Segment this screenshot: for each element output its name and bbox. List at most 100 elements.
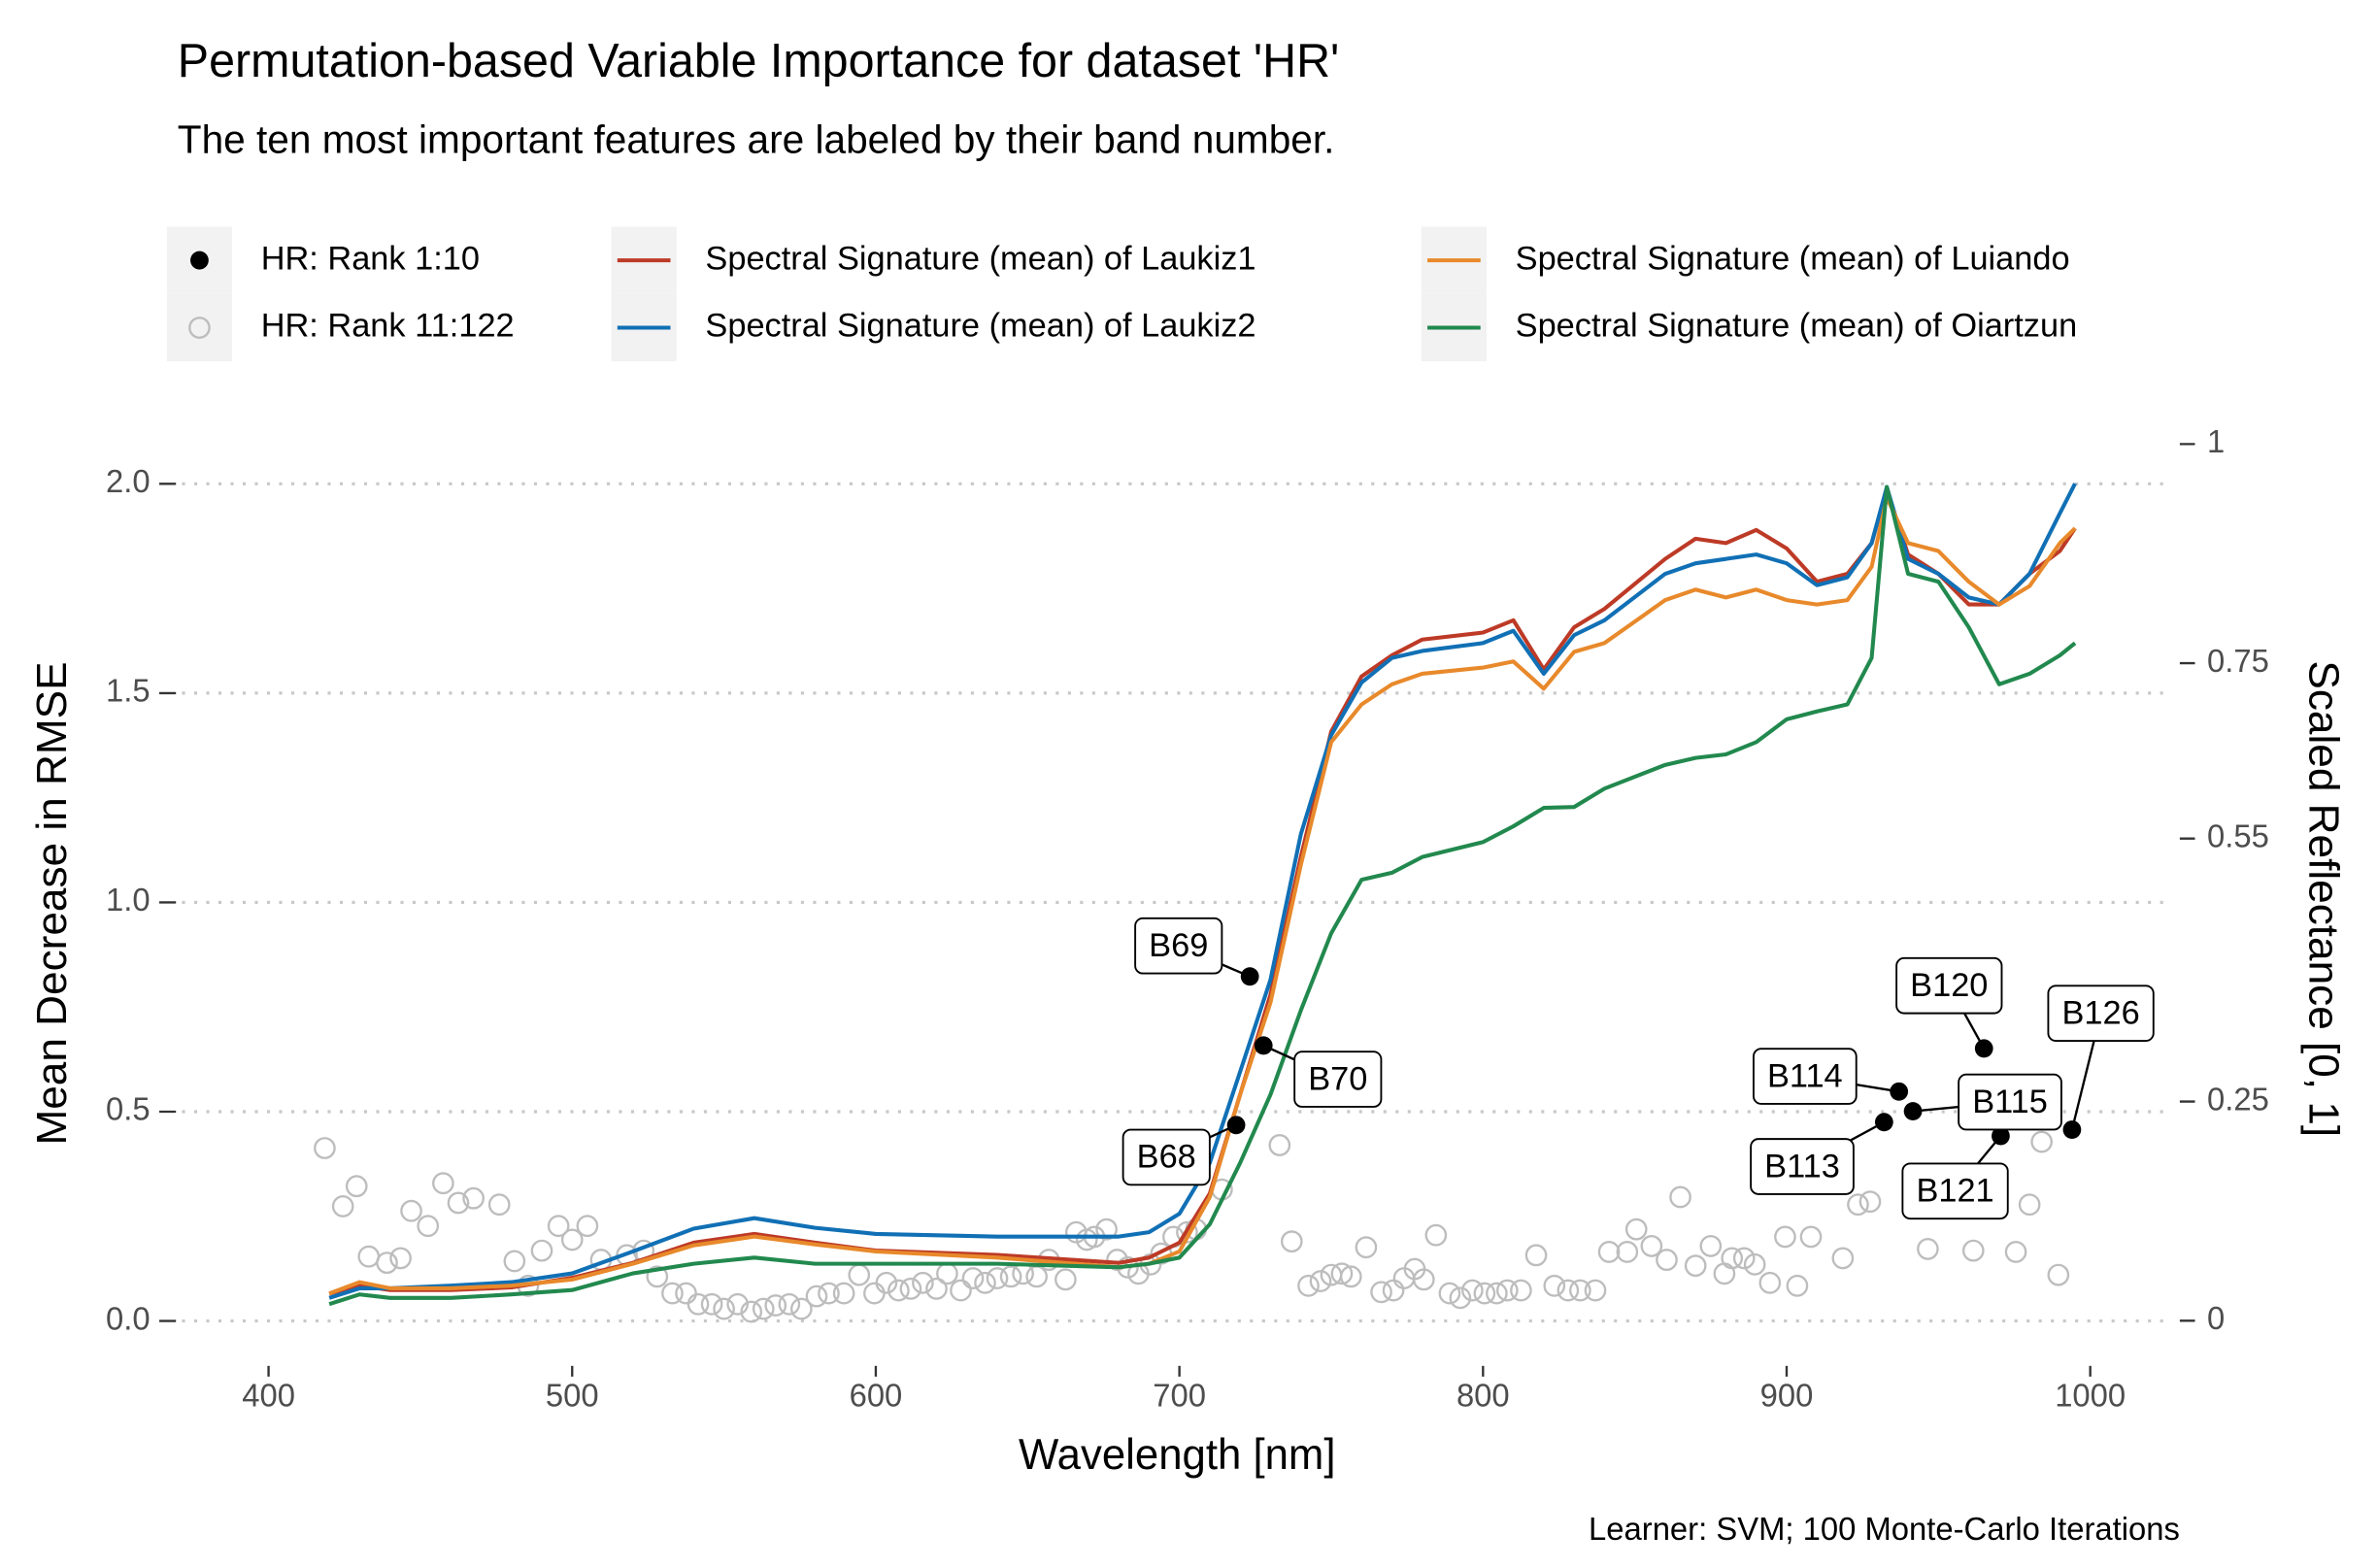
point bbox=[790, 1297, 813, 1320]
point bbox=[447, 1191, 470, 1215]
point bbox=[1339, 1265, 1362, 1288]
point bbox=[1524, 1244, 1548, 1267]
point bbox=[576, 1215, 599, 1238]
label-box bbox=[1958, 1073, 2062, 1131]
point-label: B114 bbox=[1767, 1057, 1843, 1094]
point bbox=[1473, 1282, 1496, 1305]
point bbox=[2030, 1130, 2053, 1153]
point bbox=[646, 1265, 669, 1288]
point bbox=[686, 1292, 710, 1316]
point bbox=[1449, 1286, 1472, 1310]
point bbox=[503, 1250, 526, 1273]
legend-symbol bbox=[188, 317, 211, 339]
y2-tick-label: 0.25 bbox=[2207, 1081, 2269, 1117]
label-box bbox=[1293, 1051, 1383, 1108]
point bbox=[1461, 1279, 1484, 1302]
point bbox=[2047, 1263, 2070, 1286]
point bbox=[1713, 1262, 1736, 1285]
point bbox=[1640, 1234, 1663, 1257]
caption: Learner: SVM; 100 Monte-Carlo Iterations bbox=[1589, 1511, 2180, 1547]
point bbox=[925, 1277, 948, 1300]
point bbox=[530, 1239, 553, 1262]
point bbox=[1758, 1271, 1782, 1294]
point bbox=[1543, 1274, 1566, 1297]
point bbox=[1510, 1279, 1532, 1302]
point bbox=[1297, 1274, 1320, 1297]
y-tick-label: 2.0 bbox=[106, 463, 151, 499]
legend-symbol bbox=[190, 250, 209, 270]
point bbox=[331, 1194, 354, 1218]
point bbox=[1597, 1240, 1621, 1263]
point bbox=[1684, 1254, 1707, 1278]
point bbox=[1774, 1225, 1796, 1249]
point bbox=[700, 1292, 723, 1316]
point bbox=[875, 1271, 898, 1294]
y2-tick-label: 1 bbox=[2207, 423, 2225, 459]
point bbox=[1486, 1282, 1508, 1305]
label-box bbox=[2047, 984, 2155, 1043]
legend-key bbox=[166, 293, 233, 362]
point bbox=[912, 1271, 934, 1294]
point-label: B68 bbox=[1137, 1139, 1196, 1176]
point bbox=[2004, 1240, 2027, 1263]
x-tick-label: 800 bbox=[1456, 1378, 1510, 1414]
point bbox=[974, 1271, 996, 1294]
point bbox=[1424, 1223, 1448, 1247]
point bbox=[1656, 1249, 1678, 1272]
point bbox=[1176, 1220, 1198, 1244]
point bbox=[1624, 1218, 1648, 1241]
legend-label: Spectral Signature (mean) of Oiartzun bbox=[1516, 308, 2078, 345]
point bbox=[1496, 1279, 1519, 1302]
x-tick-label: 600 bbox=[850, 1378, 903, 1414]
point bbox=[1858, 1190, 1882, 1214]
point bbox=[1438, 1282, 1461, 1305]
point-label: B113 bbox=[1764, 1148, 1840, 1184]
x-tick-label: 500 bbox=[546, 1378, 599, 1414]
point bbox=[1254, 1036, 1273, 1055]
point bbox=[1382, 1279, 1405, 1302]
point bbox=[661, 1282, 684, 1305]
point bbox=[1309, 1270, 1332, 1293]
point bbox=[726, 1292, 750, 1316]
point bbox=[1831, 1247, 1855, 1270]
point bbox=[1370, 1281, 1392, 1304]
point bbox=[675, 1282, 697, 1305]
x-tick-label: 1000 bbox=[2055, 1378, 2126, 1414]
point bbox=[1669, 1185, 1691, 1209]
point bbox=[1268, 1134, 1291, 1156]
point bbox=[432, 1172, 454, 1195]
label-box bbox=[1895, 956, 2003, 1015]
point bbox=[314, 1137, 336, 1159]
x-tick-label: 700 bbox=[1153, 1378, 1206, 1414]
point bbox=[357, 1245, 381, 1268]
point bbox=[1961, 1239, 1985, 1262]
y-tick-label: 1.0 bbox=[106, 882, 151, 917]
point bbox=[487, 1193, 511, 1217]
point bbox=[376, 1251, 398, 1275]
point bbox=[1226, 1116, 1246, 1135]
point bbox=[1280, 1230, 1303, 1253]
legend-label: HR: Rank 1:10 bbox=[261, 240, 480, 277]
point bbox=[1025, 1265, 1048, 1288]
point bbox=[778, 1292, 801, 1316]
legend-label: Spectral Signature (mean) of Luiando bbox=[1516, 240, 2070, 277]
point bbox=[417, 1215, 440, 1238]
point bbox=[1413, 1268, 1435, 1291]
point-label: B126 bbox=[2061, 994, 2139, 1031]
y2-axis-title: Scaled Reflectance [0, 1] bbox=[2300, 660, 2348, 1137]
point bbox=[752, 1297, 775, 1320]
point bbox=[2018, 1193, 2041, 1217]
point bbox=[805, 1284, 828, 1308]
point bbox=[345, 1175, 368, 1198]
point bbox=[560, 1228, 584, 1251]
point bbox=[389, 1247, 412, 1270]
y-axis-title: Mean Decrease in RMSE bbox=[28, 661, 76, 1145]
point bbox=[863, 1282, 886, 1305]
point-label: B70 bbox=[1308, 1060, 1367, 1097]
point bbox=[999, 1265, 1022, 1288]
point bbox=[1799, 1225, 1823, 1249]
point bbox=[1974, 1039, 1993, 1058]
point bbox=[950, 1279, 972, 1302]
point bbox=[848, 1263, 871, 1286]
